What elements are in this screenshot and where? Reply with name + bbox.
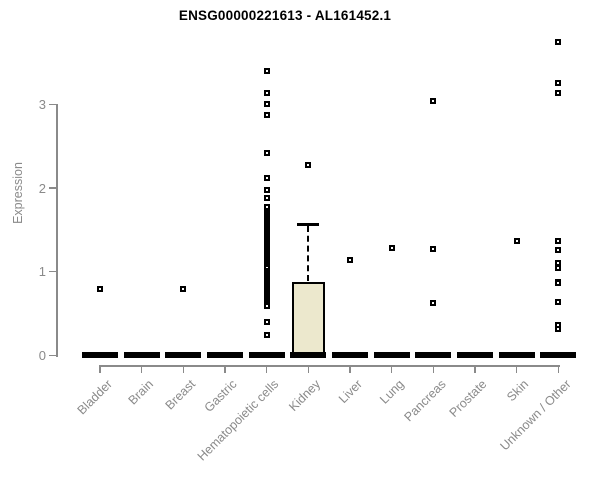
- y-tick-label: 1: [38, 264, 46, 280]
- median-bar-liver: [332, 352, 369, 359]
- outlier-point: [555, 89, 562, 96]
- outlier-point: [263, 204, 270, 211]
- outlier-point: [430, 300, 437, 307]
- median-bar-prostate: [457, 352, 494, 359]
- x-tick-label-pancreas: Pancreas: [401, 377, 449, 425]
- outlier-point: [305, 161, 312, 168]
- median-bar-skin: [498, 352, 535, 359]
- outlier-point: [555, 38, 562, 45]
- x-axis-tick: [182, 365, 185, 373]
- outlier-point: [555, 298, 562, 305]
- x-tick-label-skin: Skin: [504, 377, 532, 405]
- outlier-point: [263, 89, 270, 96]
- outlier-point: [555, 260, 562, 267]
- x-axis-tick: [99, 365, 101, 373]
- median-bar-gastric: [207, 352, 243, 359]
- outlier-point: [180, 286, 187, 293]
- outlier-point: [555, 237, 562, 244]
- x-tick-label-hematopoietic-cells: Hematopoietic cells: [195, 377, 282, 464]
- median-bar-breast: [165, 352, 202, 359]
- x-axis-tick: [224, 365, 226, 373]
- x-axis-tick: [349, 365, 351, 373]
- y-tick-label: 0: [38, 347, 46, 363]
- x-tick-label-brain: Brain: [126, 377, 157, 408]
- outlier-point: [555, 79, 562, 86]
- x-axis-tick: [557, 365, 560, 373]
- outlier-point: [263, 149, 270, 156]
- x-tick-label-gastric: Gastric: [202, 377, 240, 415]
- outlier-point: [555, 280, 562, 287]
- x-tick-label-prostate: Prostate: [447, 377, 490, 420]
- x-tick-label-lung: Lung: [377, 377, 407, 407]
- y-tick-label: 3: [38, 97, 46, 112]
- median-bar-kidney: [290, 352, 327, 359]
- outlier-point: [263, 175, 270, 182]
- x-tick-label-bladder: Bladder: [74, 377, 115, 418]
- whisker-cap-kidney: [297, 223, 320, 226]
- median-bar-brain: [123, 352, 160, 359]
- outlier-point: [430, 246, 437, 253]
- outlier-point: [555, 265, 562, 272]
- median-bar-lung: [373, 352, 410, 359]
- x-axis-line: [100, 365, 560, 367]
- outlier-point: [263, 68, 270, 75]
- x-tick-label-kidney: Kidney: [286, 377, 324, 414]
- outlier-point: [263, 302, 270, 309]
- outlier-point: [513, 237, 520, 244]
- y-axis-tick: [49, 187, 57, 189]
- y-axis-tick: [49, 103, 57, 106]
- outlier-point: [263, 195, 270, 202]
- x-axis-tick: [432, 365, 435, 373]
- median-bar-pancreas: [415, 352, 452, 359]
- outlier-point: [263, 112, 270, 119]
- x-tick-label-breast: Breast: [162, 377, 199, 413]
- y-axis-tick: [49, 354, 57, 357]
- y-axis-tick: [49, 270, 57, 273]
- outlier-point: [555, 325, 562, 332]
- x-axis-tick: [140, 365, 143, 373]
- upper-whisker-kidney: [307, 225, 310, 282]
- x-axis-tick: [265, 365, 268, 373]
- outlier-point: [555, 246, 562, 253]
- median-bar-hematopoietic-cells: [248, 352, 285, 359]
- x-axis-tick: [474, 365, 476, 373]
- outlier-point: [263, 318, 270, 325]
- outlier-point: [388, 245, 395, 252]
- outlier-point: [263, 332, 270, 339]
- median-bar-unknown-other: [540, 352, 577, 359]
- y-axis-line: [56, 103, 58, 358]
- median-bar-bladder: [82, 352, 118, 359]
- x-axis-tick: [390, 365, 393, 373]
- x-axis-tick: [515, 365, 518, 373]
- outlier-point: [263, 100, 270, 107]
- x-tick-label-liver: Liver: [335, 377, 365, 407]
- x-axis-tick: [307, 365, 310, 373]
- outlier-point: [430, 98, 437, 105]
- chart-title: ENSG00000221613 - AL161452.1: [178, 8, 392, 23]
- outlier-point: [347, 256, 354, 263]
- y-axis-label: Expression: [11, 162, 25, 224]
- outlier-point: [97, 286, 103, 293]
- y-tick-label: 2: [38, 180, 46, 196]
- box-kidney: [291, 281, 325, 356]
- outlier-point: [263, 186, 270, 193]
